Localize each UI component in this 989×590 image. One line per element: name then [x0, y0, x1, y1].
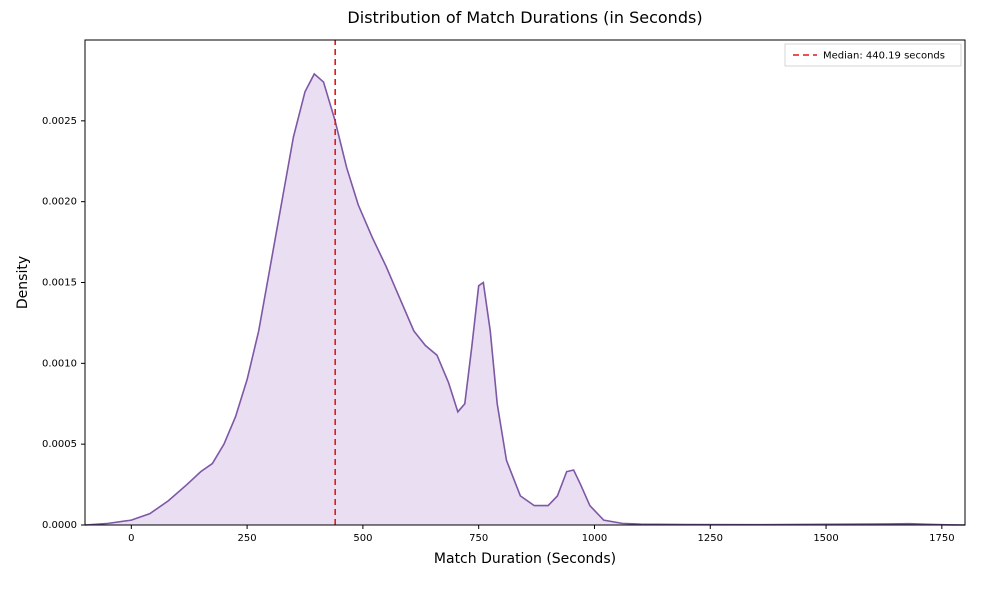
x-tick-label: 1750: [929, 533, 954, 544]
y-tick-label: 0.0005: [42, 439, 77, 450]
chart-title: Distribution of Match Durations (in Seco…: [347, 8, 702, 27]
x-tick-label: 1500: [813, 533, 838, 544]
legend-label: Median: 440.19 seconds: [823, 51, 945, 62]
kde-line: [85, 74, 965, 525]
y-tick-label: 0.0020: [42, 197, 77, 208]
kde-chart: Distribution of Match Durations (in Seco…: [0, 0, 989, 590]
y-axis-label: Density: [15, 256, 31, 309]
y-tick-label: 0.0025: [42, 116, 77, 127]
x-tick-label: 500: [353, 533, 372, 544]
x-tick-label: 1250: [698, 533, 723, 544]
x-tick-label: 1000: [582, 533, 607, 544]
y-tick-label: 0.0000: [42, 520, 77, 531]
y-tick-label: 0.0010: [42, 358, 77, 369]
y-tick-label: 0.0015: [42, 278, 77, 289]
x-tick-label: 0: [128, 533, 134, 544]
x-tick-label: 250: [238, 533, 257, 544]
x-tick-label: 750: [469, 533, 488, 544]
plot-frame: [85, 40, 965, 525]
x-axis-label: Match Duration (Seconds): [434, 551, 616, 567]
chart-container: Distribution of Match Durations (in Seco…: [0, 0, 989, 590]
